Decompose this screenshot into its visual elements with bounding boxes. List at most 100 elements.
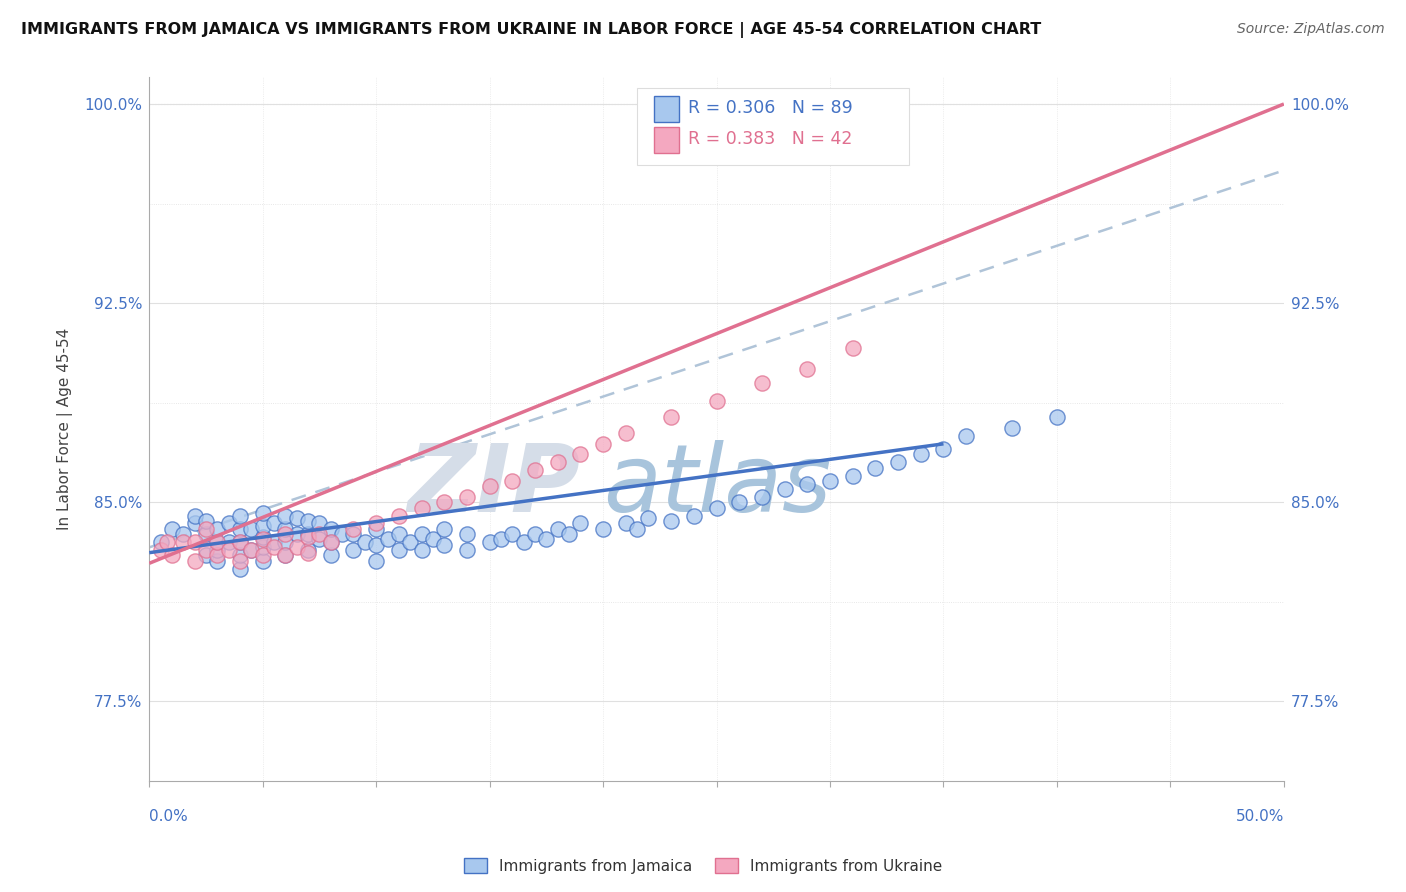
Text: IMMIGRANTS FROM JAMAICA VS IMMIGRANTS FROM UKRAINE IN LABOR FORCE | AGE 45-54 CO: IMMIGRANTS FROM JAMAICA VS IMMIGRANTS FR… xyxy=(21,22,1042,38)
Point xyxy=(194,522,217,536)
Point xyxy=(342,522,364,536)
Point xyxy=(456,543,478,558)
Point xyxy=(183,554,205,568)
Point xyxy=(274,527,297,541)
Point xyxy=(366,554,388,568)
Point xyxy=(319,549,342,563)
Point xyxy=(207,549,229,563)
Point xyxy=(156,535,179,549)
Point xyxy=(422,533,444,547)
Point xyxy=(252,549,274,563)
Point xyxy=(433,495,456,509)
Point xyxy=(194,549,217,563)
Text: 0.0%: 0.0% xyxy=(149,809,188,824)
Point xyxy=(229,549,252,563)
Point xyxy=(297,527,319,541)
Point xyxy=(501,474,523,488)
Point xyxy=(683,508,706,523)
Point xyxy=(252,506,274,520)
Point xyxy=(932,442,955,457)
Point xyxy=(319,535,342,549)
Point xyxy=(818,474,841,488)
Point xyxy=(1000,421,1022,435)
Text: Source: ZipAtlas.com: Source: ZipAtlas.com xyxy=(1237,22,1385,37)
Point xyxy=(1046,410,1069,425)
Point xyxy=(865,460,887,475)
Point xyxy=(240,543,263,558)
Point xyxy=(659,410,682,425)
Point xyxy=(240,543,263,558)
Point xyxy=(160,549,183,563)
Point xyxy=(194,527,217,541)
Point xyxy=(297,546,319,560)
Text: R = 0.383   N = 42: R = 0.383 N = 42 xyxy=(688,130,852,148)
Point xyxy=(149,543,172,558)
Point xyxy=(263,516,285,531)
Point xyxy=(274,535,297,549)
Point xyxy=(308,516,330,531)
Text: R = 0.306   N = 89: R = 0.306 N = 89 xyxy=(688,99,853,118)
Point xyxy=(194,514,217,528)
Point xyxy=(366,522,388,536)
Point xyxy=(229,535,252,549)
Point xyxy=(229,508,252,523)
Point xyxy=(229,535,252,549)
Point xyxy=(207,554,229,568)
Point xyxy=(614,516,637,531)
Point xyxy=(887,455,910,469)
Point xyxy=(524,463,547,477)
Point xyxy=(773,482,796,496)
Point xyxy=(501,527,523,541)
Point xyxy=(751,376,773,390)
Point xyxy=(207,522,229,536)
Point xyxy=(512,535,534,549)
Point xyxy=(297,543,319,558)
Point xyxy=(796,362,818,376)
Point xyxy=(536,533,558,547)
Text: 50.0%: 50.0% xyxy=(1236,809,1284,824)
Point xyxy=(751,490,773,504)
Text: ZIP: ZIP xyxy=(408,440,581,532)
Point xyxy=(285,527,308,541)
Point xyxy=(252,530,274,544)
Point xyxy=(229,522,252,536)
Point xyxy=(377,533,399,547)
Point xyxy=(252,554,274,568)
Point xyxy=(183,535,205,549)
Point xyxy=(308,533,330,547)
Point xyxy=(319,522,342,536)
Point xyxy=(366,516,388,531)
Point xyxy=(172,535,194,549)
Text: atlas: atlas xyxy=(603,440,831,531)
Point xyxy=(342,543,364,558)
Point xyxy=(229,561,252,575)
Point xyxy=(524,527,547,541)
Point xyxy=(614,426,637,441)
Point xyxy=(841,341,863,355)
Point xyxy=(274,549,297,563)
Point xyxy=(297,530,319,544)
Point xyxy=(399,535,422,549)
Point xyxy=(183,516,205,531)
Point xyxy=(274,549,297,563)
Point xyxy=(433,522,456,536)
Point xyxy=(433,538,456,552)
Point xyxy=(478,479,501,493)
Point xyxy=(547,455,569,469)
Point xyxy=(274,508,297,523)
Point xyxy=(411,527,433,541)
Point xyxy=(274,522,297,536)
Point xyxy=(285,541,308,555)
FancyBboxPatch shape xyxy=(654,95,679,122)
Point xyxy=(569,447,592,461)
Point xyxy=(285,511,308,525)
Point xyxy=(183,508,205,523)
Point xyxy=(240,522,263,536)
Point xyxy=(411,543,433,558)
Point xyxy=(149,535,172,549)
Point xyxy=(252,533,274,547)
Point xyxy=(592,437,614,451)
Point xyxy=(478,535,501,549)
Point xyxy=(263,535,285,549)
Y-axis label: In Labor Force | Age 45-54: In Labor Force | Age 45-54 xyxy=(58,328,73,531)
